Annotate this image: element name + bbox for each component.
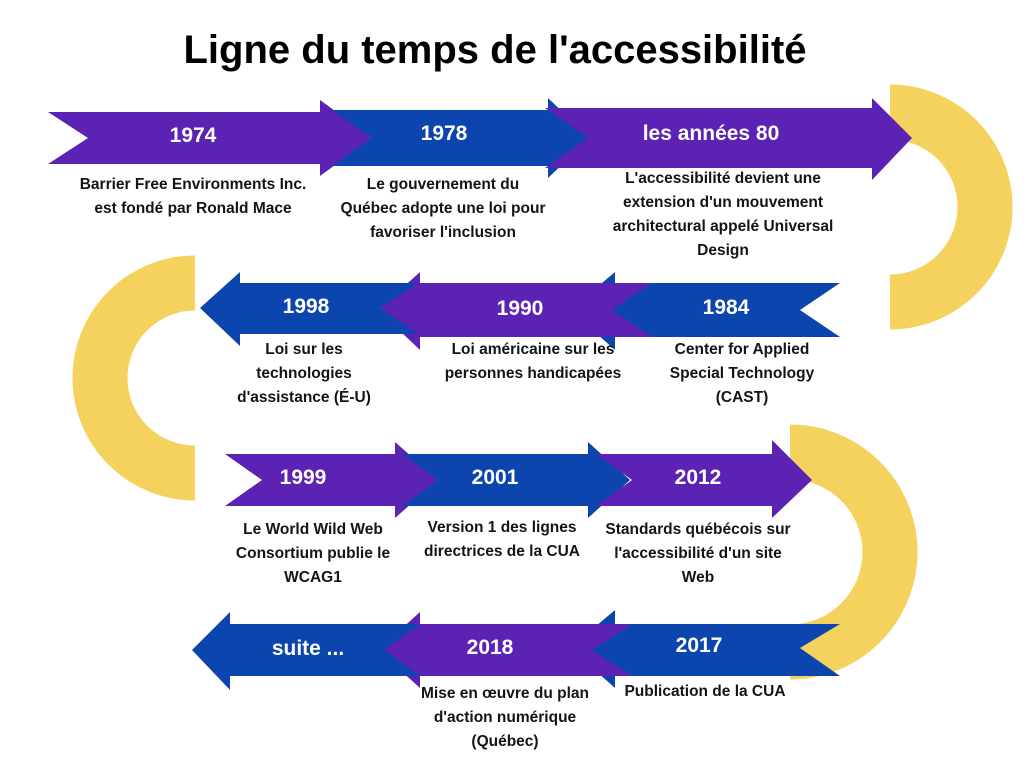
arrow-suite	[192, 612, 420, 690]
event-description-2017: Publication de la CUA	[624, 683, 786, 700]
event-description-1999: Le World Wild Web Consortium publie le W…	[235, 521, 391, 586]
connector-curve-right-1	[889, 84, 1013, 330]
year-label-1990: 1990	[496, 297, 544, 320]
arrow-1990	[378, 272, 652, 350]
event-description-1998: Loi sur les technologies d'assistance (É…	[237, 341, 371, 406]
arrow-2001	[402, 442, 630, 518]
arrow-2012	[596, 440, 812, 518]
event-description-annees-80: L'accessibilité devient une extension d'…	[612, 170, 834, 259]
arrow-1999	[225, 442, 438, 518]
continuation-label: suite ...	[271, 637, 345, 660]
year-label-1984: 1984	[702, 296, 750, 319]
connector-curve-left-1	[72, 255, 196, 501]
arrow-2017	[570, 610, 840, 688]
year-label-1998: 1998	[282, 295, 330, 318]
connector-curve-right-2	[789, 424, 918, 680]
year-label-2018: 2018	[466, 636, 514, 659]
year-label-1974: 1974	[169, 124, 217, 147]
event-description-1990: Loi américaine sur les personnes handica…	[444, 341, 622, 382]
event-description-1978: Le gouvernement du Québec adopte une loi…	[340, 176, 546, 241]
arrow-1998	[200, 272, 418, 346]
arrow-2018	[378, 612, 632, 688]
event-description-2001: Version 1 des lignes directrices de la C…	[424, 519, 580, 560]
arrow-1978	[332, 98, 590, 178]
event-description-2018: Mise en œuvre du plan d'action numérique…	[421, 685, 589, 750]
year-label-2017: 2017	[675, 634, 723, 657]
event-description-1974: Barrier Free Environments Inc. est fondé…	[79, 176, 307, 217]
year-label-1999: 1999	[279, 466, 327, 489]
year-label-1978: 1978	[420, 122, 468, 145]
year-label-2012: 2012	[674, 466, 722, 489]
event-description-1984: Center for Applied Special Technology (C…	[669, 341, 815, 406]
arrow-annees-80	[545, 98, 912, 180]
event-description-2012: Standards québécois sur l'accessibilité …	[605, 521, 791, 586]
arrow-1974	[48, 100, 372, 176]
year-label-annees-80: les années 80	[642, 122, 780, 145]
page-title: Ligne du temps de l'accessibilité	[183, 28, 807, 72]
year-label-2001: 2001	[471, 466, 519, 489]
